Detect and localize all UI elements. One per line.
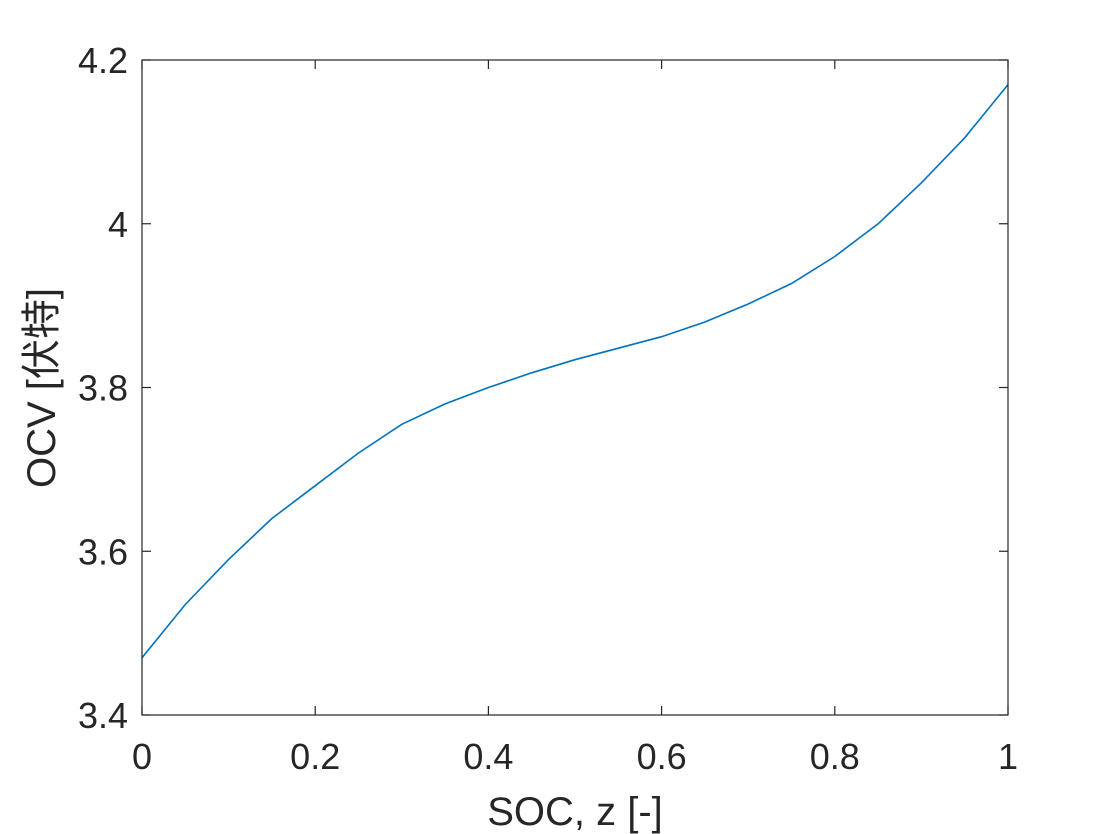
- y-tick-label: 3.4: [78, 695, 128, 736]
- plot-frame: [141, 59, 1009, 716]
- y-tick-label: 4: [108, 204, 128, 245]
- x-tick-label: 0: [132, 736, 152, 777]
- x-tick-label: 0.2: [290, 736, 340, 777]
- series-layer: [141, 84, 1009, 659]
- y-tick-label: 4.2: [78, 40, 128, 81]
- x-tick-label: 0.6: [637, 736, 687, 777]
- x-tick-label: 0.8: [810, 736, 860, 777]
- x-axis-label: SOC, z [-]: [487, 790, 663, 834]
- y-tick-label: 3.6: [78, 531, 128, 572]
- x-tick-label: 1: [998, 736, 1018, 777]
- y-tick-label: 3.8: [78, 368, 128, 409]
- y-tick-labels: 3.4 3.6 3.8 4 4.2: [78, 40, 128, 736]
- y-axis-label: OCV [伏特]: [20, 288, 64, 488]
- ocv-curve-line: [141, 84, 1009, 659]
- plot-background: [142, 60, 1008, 715]
- x-tick-labels: 0 0.2 0.4 0.6 0.8 1: [132, 736, 1018, 777]
- x-tick-label: 0.4: [463, 736, 513, 777]
